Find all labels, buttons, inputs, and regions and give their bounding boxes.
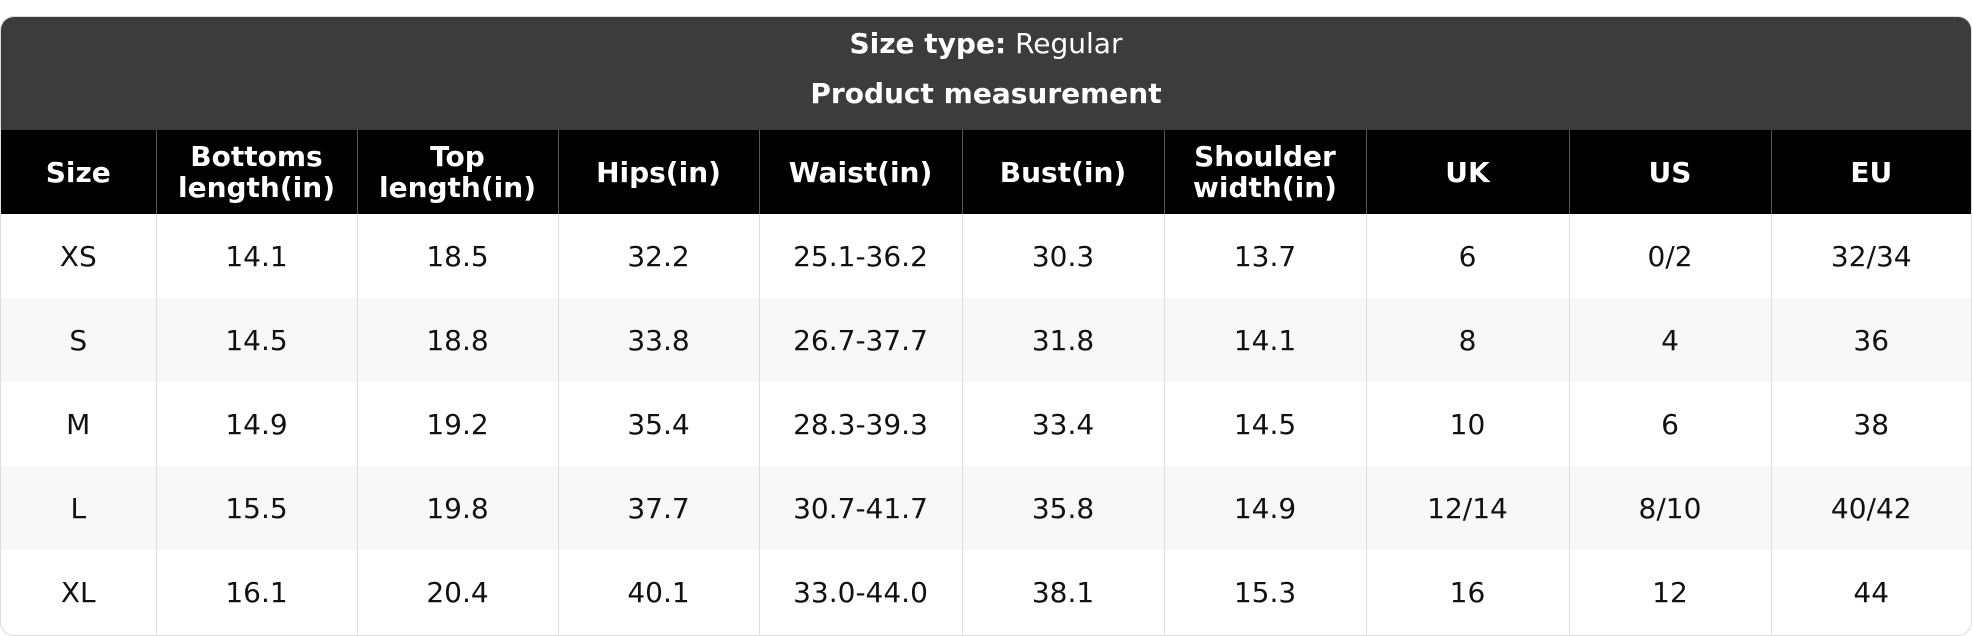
column-header: Hips(in) bbox=[557, 130, 759, 214]
column-header: US bbox=[1568, 130, 1771, 214]
table-row: M 14.9 19.2 35.4 28.3-39.3 33.4 14.5 10 6 38 bbox=[1, 382, 1971, 466]
header-row: Size Bottoms length(in) Top length(in) Hips… bbox=[1, 130, 1971, 214]
table-cell: 12/14 bbox=[1365, 466, 1569, 550]
subtitle: Product measurement bbox=[810, 77, 1162, 110]
table-cell: 14.5 bbox=[1163, 382, 1366, 466]
column-header: Bust(in) bbox=[961, 130, 1164, 214]
table-header: Size type: Regular Product measurement bbox=[1, 17, 1971, 130]
table-cell: 26.7-37.7 bbox=[758, 298, 962, 382]
table-cell: 0/2 bbox=[1568, 214, 1771, 298]
table-cell: 36 bbox=[1770, 298, 1971, 382]
column-header: Size bbox=[1, 130, 156, 214]
table-cell: 15.3 bbox=[1163, 550, 1366, 634]
column-header: Top length(in) bbox=[356, 130, 558, 214]
table-cell: S bbox=[1, 298, 156, 382]
column-header: UK bbox=[1365, 130, 1569, 214]
column-header: EU bbox=[1770, 130, 1971, 214]
table-cell: 25.1-36.2 bbox=[758, 214, 962, 298]
table-cell: 31.8 bbox=[961, 298, 1164, 382]
table-row: XS 14.1 18.5 32.2 25.1-36.2 30.3 13.7 6 0/2 32/34 bbox=[1, 214, 1971, 298]
table-cell: 16.1 bbox=[155, 550, 357, 634]
table-row: S 14.5 18.8 33.8 26.7-37.7 31.8 14.1 8 4 36 bbox=[1, 298, 1971, 382]
table-cell: 28.3-39.3 bbox=[758, 382, 962, 466]
column-header: Bottoms length(in) bbox=[155, 130, 357, 214]
table-cell: 6 bbox=[1365, 214, 1569, 298]
table-cell: 19.8 bbox=[356, 466, 558, 550]
table-cell: 6 bbox=[1568, 382, 1771, 466]
table-cell: 30.3 bbox=[961, 214, 1164, 298]
table-cell: L bbox=[1, 466, 156, 550]
table-cell: 32.2 bbox=[557, 214, 759, 298]
table-cell: 14.5 bbox=[155, 298, 357, 382]
table-cell: 19.2 bbox=[356, 382, 558, 466]
table-row: L 15.5 19.8 37.7 30.7-41.7 35.8 14.9 12/14 8/10 4… bbox=[1, 466, 1971, 550]
table-cell: 8/10 bbox=[1568, 466, 1771, 550]
table-row: XL 16.1 20.4 40.1 33.0-44.0 38.1 15.3 16 12 44 bbox=[1, 550, 1971, 634]
table-cell: 33.0-44.0 bbox=[758, 550, 962, 634]
table-cell: 40/42 bbox=[1770, 466, 1971, 550]
size-type: Size type: Regular bbox=[1, 17, 1971, 74]
table-cell: 14.9 bbox=[1163, 466, 1366, 550]
table-cell: 37.7 bbox=[557, 466, 759, 550]
table-cell: XL bbox=[60, 575, 96, 609]
table-cell: 35.4 bbox=[557, 382, 759, 466]
size-type-label: Size type: bbox=[849, 27, 1007, 60]
table-cell: 38 bbox=[1770, 382, 1971, 466]
table-cell: 20.4 bbox=[356, 550, 558, 634]
table-cell: 30.7-41.7 bbox=[758, 466, 962, 550]
table-cell: 18.8 bbox=[356, 298, 558, 382]
table-cell: 14.1 bbox=[155, 214, 357, 298]
table-cell: 32/34 bbox=[1770, 214, 1971, 298]
table-cell: 14.1 bbox=[1163, 298, 1366, 382]
table-cell: 44 bbox=[1770, 550, 1971, 634]
size-type-value: Regular bbox=[1015, 27, 1123, 60]
column-header: Shoulder width(in) bbox=[1163, 130, 1366, 214]
measurement-table: Size Bottoms length(in) Top length(in) Hips… bbox=[1, 130, 1971, 634]
table-cell: 15.5 bbox=[155, 466, 357, 550]
table-cell: 12 bbox=[1568, 550, 1771, 634]
table-cell: 14.9 bbox=[155, 382, 357, 466]
table-cell: 38.1 bbox=[961, 550, 1164, 634]
table-cell: 8 bbox=[1365, 298, 1569, 382]
table-cell: 10 bbox=[1365, 382, 1569, 466]
size-chart: Size type: Regular Product measurement S… bbox=[0, 16, 1972, 636]
table-cell: 33.8 bbox=[557, 298, 759, 382]
table-cell: XS bbox=[59, 239, 97, 273]
table-cell: 4 bbox=[1568, 298, 1771, 382]
table-cell: 16 bbox=[1365, 550, 1569, 634]
column-header: Waist(in) bbox=[758, 130, 962, 214]
table-body: XS 14.1 18.5 32.2 25.1-36.2 30.3 13.7 6 0/2 32/34… bbox=[1, 214, 1971, 634]
table-cell: 18.5 bbox=[356, 214, 558, 298]
table-cell: 40.1 bbox=[557, 550, 759, 634]
table-cell: 33.4 bbox=[961, 382, 1164, 466]
table-cell: 13.7 bbox=[1163, 214, 1366, 298]
table-cell: M bbox=[66, 407, 91, 441]
table-cell: 35.8 bbox=[961, 466, 1164, 550]
